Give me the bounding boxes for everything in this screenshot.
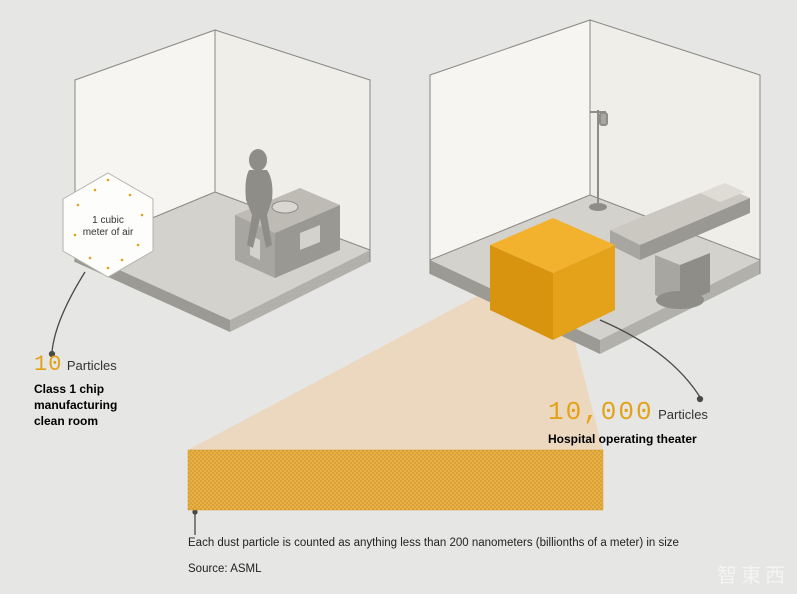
left-cap-1: Class 1 chip — [34, 382, 104, 396]
left-cap-2: manufacturing — [34, 398, 117, 412]
hex-line2: meter of air — [83, 227, 134, 238]
right-unit: Particles — [658, 407, 708, 422]
wafer-icon — [272, 201, 298, 213]
footnote-text: Each dust particle is counted as anythin… — [188, 537, 679, 549]
infographic-canvas — [0, 0, 797, 594]
left-particle-label: 10 Particles Class 1 chip manufacturing … — [34, 352, 117, 430]
left-number: 10 — [34, 352, 62, 377]
left-unit: Particles — [67, 358, 117, 373]
particle-band — [188, 450, 603, 510]
right-cap: Hospital operating theater — [548, 432, 697, 446]
right-number: 10,000 — [548, 397, 654, 427]
hex-line1: 1 cubic — [92, 215, 124, 226]
left-cap-3: clean room — [34, 414, 98, 428]
right-particle-label: 10,000 Particles Hospital operating thea… — [548, 397, 708, 447]
source-text: Source: ASML — [188, 563, 262, 575]
hexagon-label: 1 cubic meter of air — [78, 215, 138, 239]
diagram-svg — [0, 0, 797, 594]
